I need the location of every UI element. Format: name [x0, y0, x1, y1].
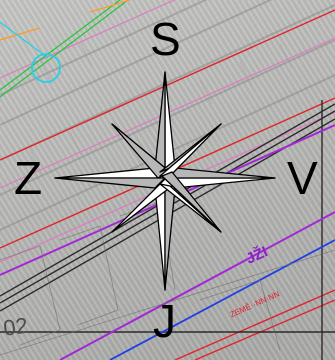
compass-point-west	[54, 167, 166, 179]
blue-line	[109, 239, 335, 360]
compass-label-south: J	[153, 295, 176, 347]
cyan-line	[0, 21, 49, 59]
orange-line-2	[89, 0, 131, 13]
parcel-number-label: 02	[1, 312, 30, 341]
cyan-circle-marker	[31, 53, 61, 83]
green-line	[0, 0, 129, 98]
compass-label-north: S	[150, 13, 181, 65]
compass-label-east: V	[287, 152, 318, 204]
compass-label-west: Z	[14, 152, 43, 204]
orange-line	[0, 27, 41, 41]
compass-rose	[54, 71, 276, 291]
